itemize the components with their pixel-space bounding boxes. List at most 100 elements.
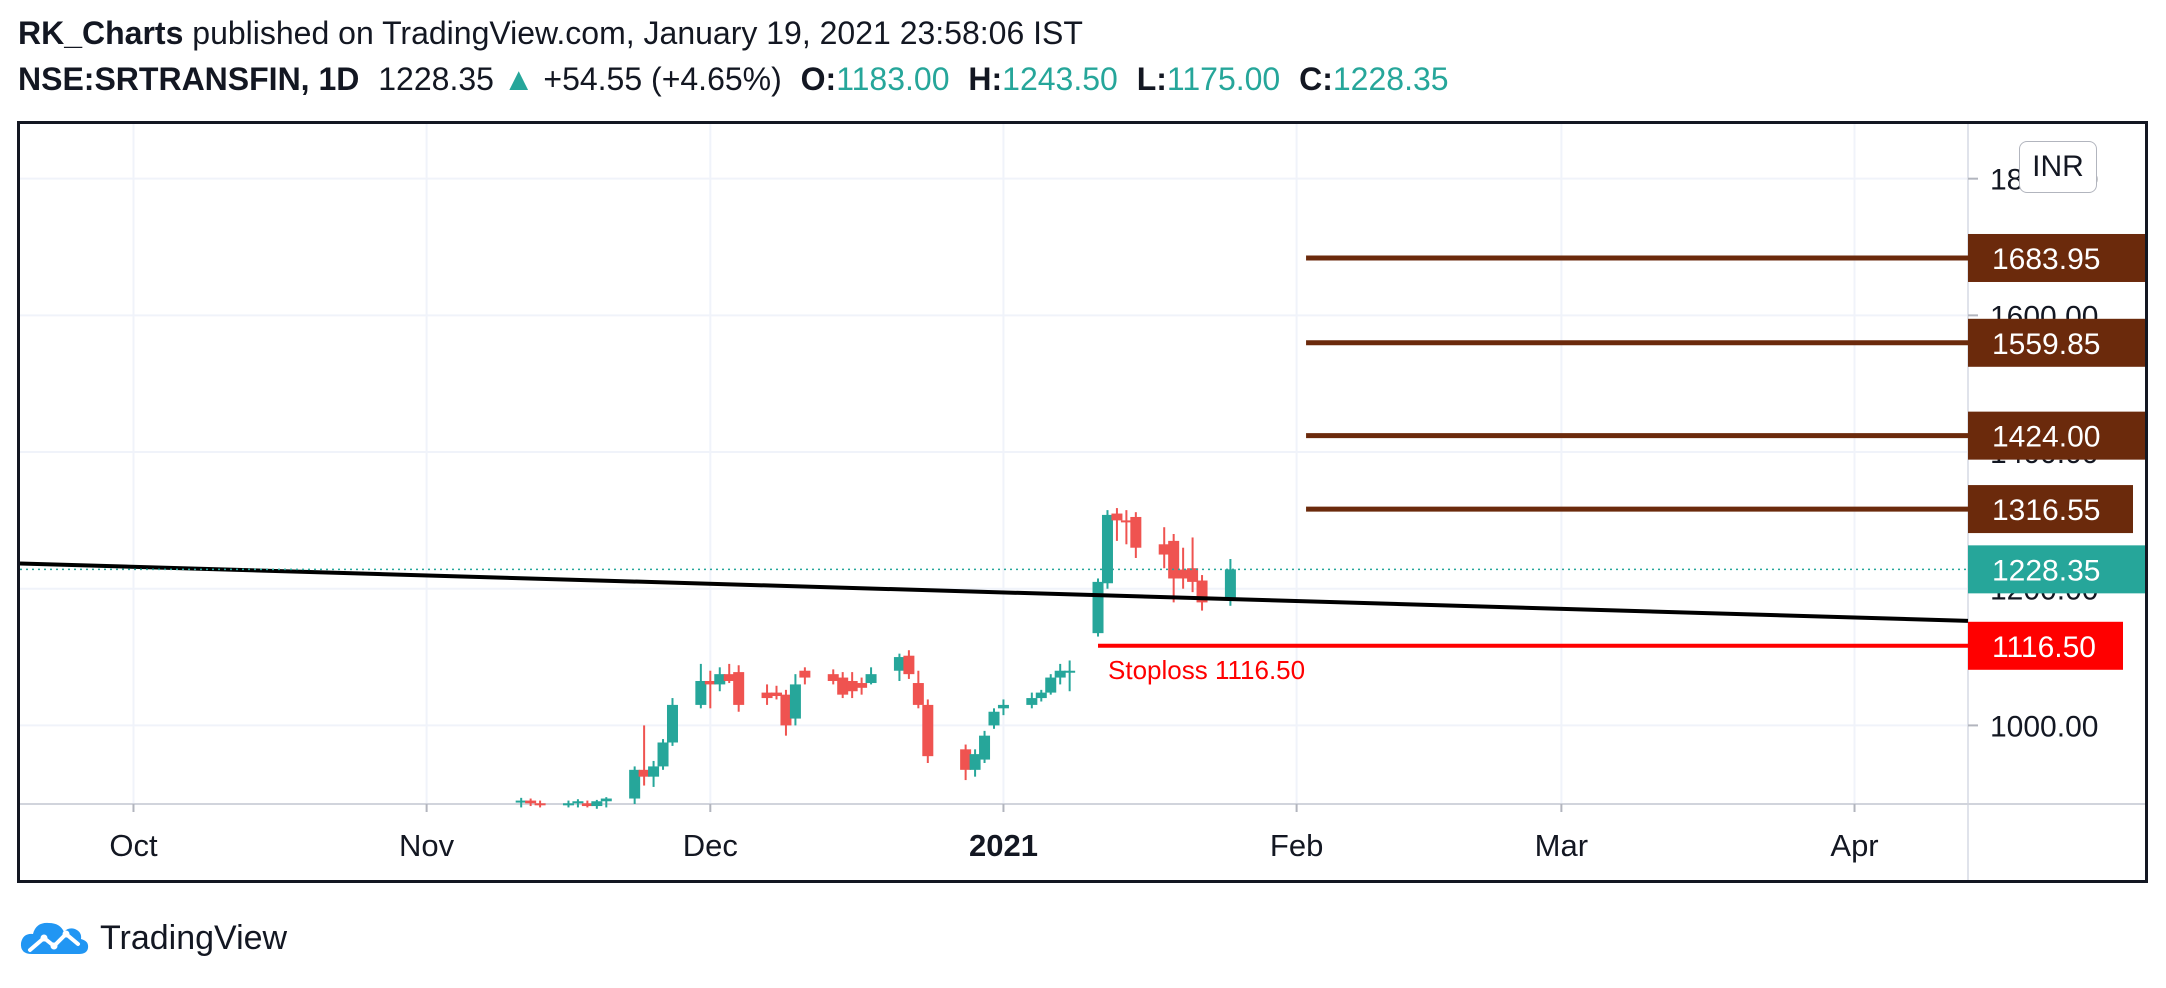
- time-tick-label: Oct: [109, 828, 158, 863]
- candle[interactable]: [789, 674, 801, 726]
- candle[interactable]: [960, 744, 972, 781]
- candle-body: [600, 798, 612, 802]
- candle-body: [893, 657, 905, 671]
- candle[interactable]: [827, 669, 839, 685]
- candle[interactable]: [846, 672, 858, 699]
- grid: [20, 124, 1968, 804]
- candle[interactable]: [704, 670, 716, 709]
- low-label: L:: [1136, 61, 1167, 97]
- candle[interactable]: [761, 684, 773, 705]
- time-axis[interactable]: Oct Nov Dec 2021 Feb Mar Apr: [20, 803, 2145, 863]
- candle-body: [515, 800, 527, 803]
- candle[interactable]: [572, 799, 584, 808]
- candle[interactable]: [1120, 510, 1132, 545]
- candle-body: [1111, 513, 1123, 521]
- candle[interactable]: [1054, 663, 1066, 685]
- candle[interactable]: [591, 799, 603, 809]
- target-price-label-text: 1683.95: [1992, 243, 2100, 276]
- candle[interactable]: [1092, 578, 1104, 637]
- candle[interactable]: [525, 798, 537, 807]
- candle[interactable]: [865, 667, 877, 685]
- candle[interactable]: [629, 766, 641, 804]
- tradingview-cloud-icon[interactable]: [18, 914, 90, 962]
- candle[interactable]: [638, 725, 650, 786]
- candle-body: [591, 801, 603, 807]
- candle[interactable]: [1196, 575, 1208, 611]
- candle[interactable]: [733, 665, 745, 712]
- open-value: 1183.00: [836, 61, 950, 97]
- tradingview-brand[interactable]: TradingView: [100, 918, 288, 957]
- candle[interactable]: [922, 699, 934, 763]
- candle-body: [789, 684, 801, 719]
- target-price-label: 1316.55: [1968, 485, 2133, 534]
- time-tick-label: Apr: [1830, 828, 1878, 863]
- candles[interactable]: [515, 508, 1236, 809]
- candle[interactable]: [515, 797, 527, 808]
- candle[interactable]: [912, 670, 924, 709]
- change-value: +54.55 (+4.65%): [543, 61, 782, 97]
- currency-badge[interactable]: INR: [2019, 141, 2097, 193]
- candle[interactable]: [1035, 689, 1047, 702]
- time-tick-label: 2021: [969, 828, 1038, 863]
- candle[interactable]: [562, 800, 574, 808]
- last-price-label: 1228.35: [1968, 545, 2145, 594]
- candle[interactable]: [799, 667, 811, 685]
- high-label: H:: [968, 61, 1003, 97]
- candle[interactable]: [1064, 660, 1076, 692]
- candle[interactable]: [1101, 510, 1113, 589]
- target-price-label-bg: [1968, 411, 2145, 460]
- last-price-label-text: 1228.35: [1992, 554, 2100, 587]
- candle[interactable]: [893, 653, 905, 681]
- candle-body: [534, 803, 546, 806]
- candle-body: [846, 680, 858, 692]
- candle[interactable]: [997, 699, 1009, 716]
- candle[interactable]: [837, 672, 849, 699]
- candle[interactable]: [1187, 537, 1199, 593]
- candle-body: [1177, 569, 1189, 579]
- candle[interactable]: [657, 739, 669, 770]
- candle-body: [997, 704, 1009, 709]
- candle-body: [771, 692, 783, 697]
- candle[interactable]: [988, 708, 1000, 729]
- candle[interactable]: [1168, 534, 1180, 603]
- candle[interactable]: [666, 698, 678, 746]
- target-price-label-text: 1316.55: [1992, 494, 2100, 527]
- author-name[interactable]: RK_Charts: [18, 15, 184, 51]
- candle[interactable]: [695, 663, 707, 709]
- target-price-label: 1424.00: [1968, 411, 2145, 460]
- candle[interactable]: [771, 685, 783, 700]
- candle[interactable]: [534, 800, 546, 808]
- candle[interactable]: [1111, 508, 1123, 541]
- drawings[interactable]: Stoploss 1116.50: [20, 255, 1969, 685]
- candle-body: [988, 711, 1000, 726]
- candle[interactable]: [979, 730, 991, 763]
- trendline[interactable]: [20, 561, 1969, 623]
- target-price-label-bg: [1968, 233, 2145, 282]
- candle-body: [657, 742, 669, 767]
- candle-body: [1187, 568, 1199, 582]
- price-tick-label: 1000.00: [1990, 710, 2098, 743]
- candle[interactable]: [1026, 692, 1038, 709]
- candle[interactable]: [1045, 674, 1057, 695]
- candle-body: [1120, 520, 1132, 523]
- candle[interactable]: [1177, 547, 1189, 589]
- stoploss-price-label-bg: [1968, 621, 2123, 670]
- candle[interactable]: [903, 650, 915, 679]
- stoploss-annotation: Stoploss 1116.50: [1108, 655, 1305, 685]
- candle[interactable]: [969, 749, 981, 777]
- candle[interactable]: [723, 663, 735, 684]
- candle-body: [638, 769, 650, 777]
- candle[interactable]: [714, 667, 726, 692]
- candle[interactable]: [780, 689, 792, 736]
- candle[interactable]: [856, 677, 868, 695]
- candle[interactable]: [600, 797, 612, 808]
- candle[interactable]: [581, 800, 593, 808]
- candle-body: [865, 674, 877, 684]
- candle[interactable]: [1158, 527, 1170, 569]
- candle[interactable]: [1130, 512, 1142, 558]
- high-value: 1243.50: [1002, 61, 1118, 97]
- candle[interactable]: [648, 760, 660, 787]
- stoploss-price-label: 1116.50: [1968, 621, 2123, 670]
